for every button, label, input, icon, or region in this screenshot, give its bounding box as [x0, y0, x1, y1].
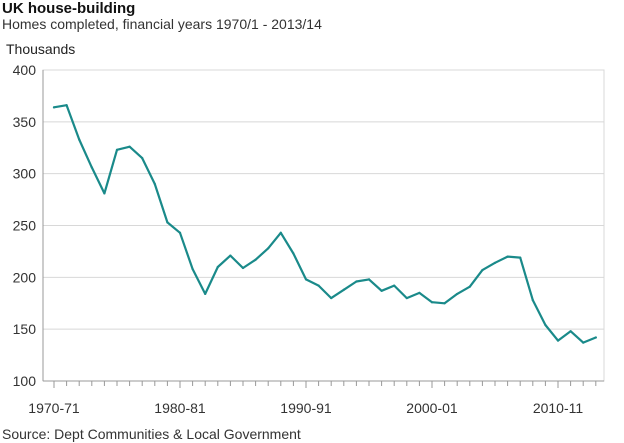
- x-tick-label: 1970-71: [28, 400, 80, 416]
- data-point: [493, 261, 497, 264]
- x-tick-label: 1990-91: [280, 400, 332, 416]
- data-point: [65, 104, 68, 107]
- data-point: [342, 288, 345, 291]
- data-point: [594, 336, 597, 339]
- source-note: Source: Dept Communities & Local Governm…: [2, 426, 301, 442]
- y-tick-label: 250: [13, 218, 37, 234]
- y-tick-label: 350: [13, 114, 37, 130]
- data-point: [544, 323, 547, 327]
- data-point: [556, 339, 560, 342]
- data-point: [115, 148, 119, 151]
- y-tick-label: 100: [13, 373, 37, 389]
- data-point: [267, 247, 270, 250]
- data-point: [582, 341, 585, 344]
- data-point: [78, 138, 81, 141]
- data-point: [216, 265, 219, 269]
- data-point: [355, 280, 358, 283]
- data-point: [304, 278, 308, 281]
- data-point: [128, 145, 131, 148]
- data-point: [103, 192, 106, 195]
- data-point: [90, 166, 93, 169]
- x-tick-label: 2000-01: [406, 400, 458, 416]
- data-point: [418, 291, 421, 294]
- data-point: [229, 254, 232, 257]
- data-point: [153, 182, 156, 186]
- data-point: [166, 221, 169, 224]
- data-point: [393, 284, 396, 287]
- data-point: [481, 268, 484, 272]
- data-point: [191, 267, 194, 271]
- series-line: [52, 104, 597, 344]
- data-point: [405, 296, 408, 300]
- data-point: [367, 278, 371, 281]
- gridlines: [42, 69, 605, 382]
- y-tick-label: 150: [13, 321, 37, 337]
- data-point: [241, 266, 245, 270]
- series-layer: [52, 104, 597, 344]
- data-point: [531, 299, 534, 302]
- data-point: [456, 292, 459, 296]
- data-point: [279, 231, 282, 234]
- data-point: [506, 255, 509, 258]
- data-point: [317, 284, 320, 287]
- data-point: [292, 252, 295, 255]
- data-point: [254, 258, 257, 261]
- data-point: [380, 289, 383, 292]
- y-axis-unit-label: Thousands: [6, 41, 76, 57]
- y-tick-label: 200: [13, 269, 37, 285]
- data-point: [468, 285, 471, 288]
- data-point: [52, 106, 56, 109]
- axes: 100 150 200 250 300 350 400 1970-71 1980-81 1990-…: [13, 62, 604, 416]
- data-point: [178, 231, 182, 234]
- data-point: [443, 302, 446, 305]
- x-tick-label: 1980-81: [154, 400, 206, 416]
- x-tick-label: 2010-11: [533, 400, 584, 416]
- chart-subtitle: Homes completed, financial years 1970/1 …: [2, 16, 322, 32]
- y-tick-label: 400: [13, 62, 37, 78]
- y-tick-label: 300: [13, 166, 37, 182]
- data-point: [204, 292, 207, 296]
- data-point: [141, 157, 144, 160]
- data-point: [430, 301, 434, 304]
- chart-title: UK house-building: [2, 0, 136, 17]
- data-point: [569, 330, 572, 333]
- data-point: [519, 256, 522, 259]
- data-point: [330, 296, 333, 300]
